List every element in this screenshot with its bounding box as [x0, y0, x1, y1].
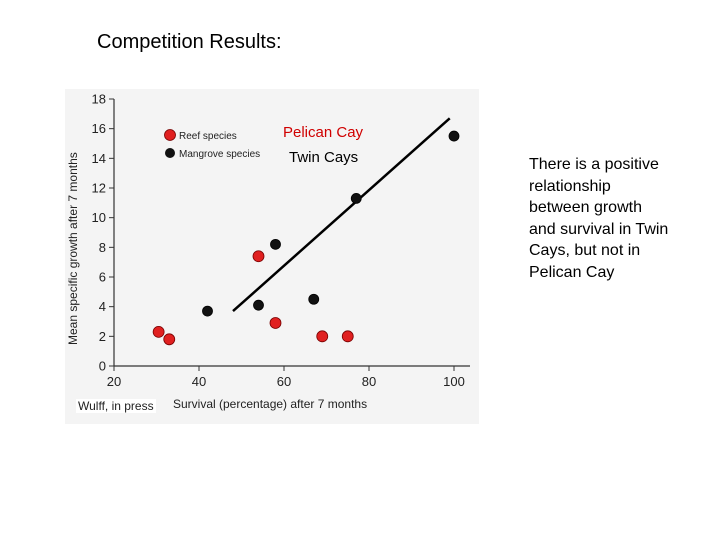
legend-label-reef: Reef species — [179, 131, 237, 142]
data-point-reef — [316, 330, 329, 343]
data-points — [152, 130, 460, 346]
y-axis-label: Mean specific growth after 7 months — [66, 152, 80, 345]
annotation-pelican-cay: Pelican Cay — [283, 124, 364, 141]
annotation-twin-cays: Twin Cays — [289, 149, 359, 166]
y-tick-label: 6 — [99, 270, 106, 285]
y-tick-label: 18 — [92, 92, 106, 107]
y-tick-label: 16 — [92, 121, 106, 136]
x-ticks: 20 40 60 80 100 — [107, 366, 465, 389]
data-point-mangrove — [308, 293, 320, 305]
y-tick-label: 12 — [92, 181, 106, 196]
source-citation: Wulff, in press — [76, 399, 156, 413]
legend: Reef species Mangrove species — [164, 129, 260, 160]
x-tick-label: 100 — [443, 374, 465, 389]
data-point-mangrove — [448, 130, 460, 142]
x-tick-label: 40 — [192, 374, 206, 389]
data-point-reef — [163, 333, 176, 346]
data-point-mangrove — [202, 305, 213, 317]
slide-title: Competition Results: — [97, 31, 282, 53]
y-tick-label: 0 — [99, 359, 106, 374]
data-point-mangrove — [270, 238, 281, 250]
trendline-mangrove — [232, 117, 451, 313]
scatter-figure: 20 40 60 80 100 0 2 4 6 8 10 12 14 16 18 Survival (pe… — [65, 89, 479, 424]
side-note: There is a positive relationship between… — [529, 156, 669, 281]
legend-label-mangrove: Mangrove species — [179, 149, 260, 160]
data-point-reef — [341, 330, 354, 343]
data-point-reef — [152, 325, 165, 338]
data-point-reef — [269, 317, 282, 329]
legend-marker-mangrove — [165, 148, 175, 158]
data-point-mangrove — [350, 192, 362, 204]
y-tick-label: 2 — [99, 329, 106, 344]
legend-marker-reef — [164, 129, 176, 141]
data-point-mangrove — [253, 299, 264, 311]
scatter-plot: 20 40 60 80 100 0 2 4 6 8 10 12 14 16 18 Survival (pe… — [66, 92, 470, 411]
y-tick-label: 10 — [92, 210, 106, 225]
y-tick-label: 4 — [99, 299, 106, 314]
y-tick-label: 8 — [99, 240, 106, 255]
data-point-reef — [252, 250, 265, 263]
x-tick-label: 20 — [107, 374, 121, 389]
x-tick-label: 80 — [362, 374, 376, 389]
x-axis-label: Survival (percentage) after 7 months — [173, 397, 367, 411]
x-tick-label: 60 — [277, 374, 291, 389]
y-ticks: 0 2 4 6 8 10 12 14 16 18 — [92, 92, 114, 374]
y-tick-label: 14 — [92, 151, 106, 166]
